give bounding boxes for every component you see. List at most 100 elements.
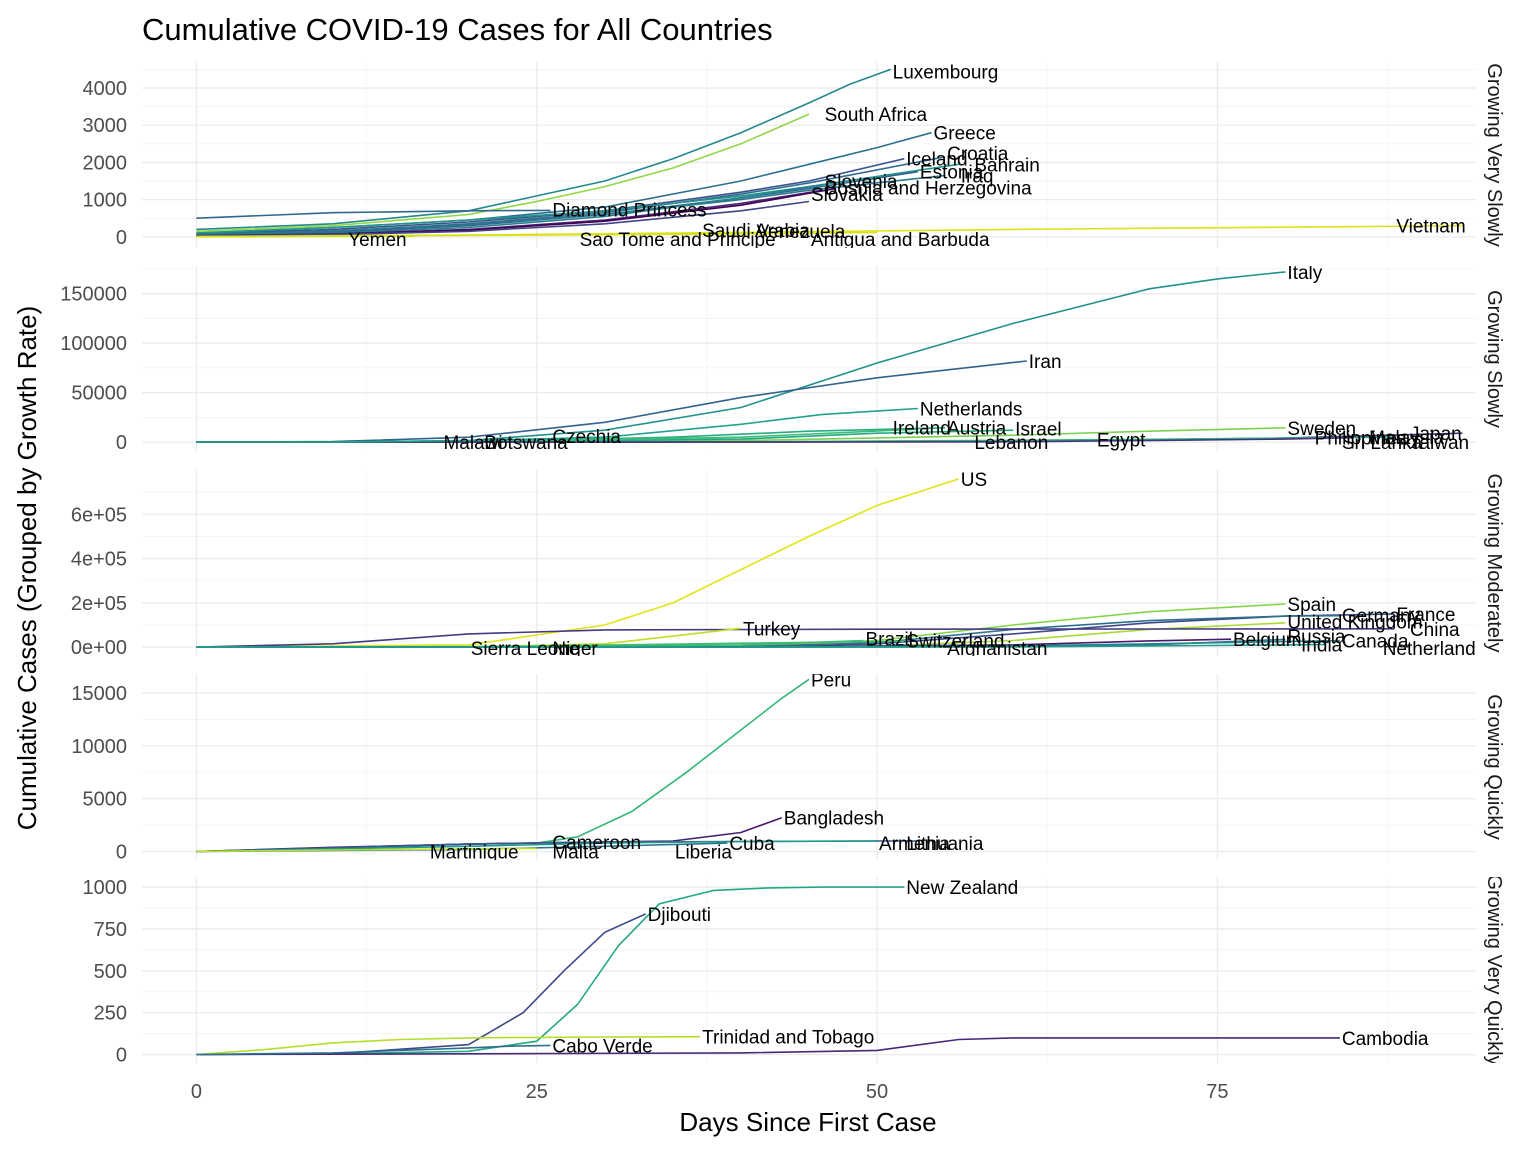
country-label: Italy <box>1287 263 1322 284</box>
country-label: Antigua and Barbuda <box>811 230 990 251</box>
chart-title: Cumulative COVID-19 Cases for All Countr… <box>142 12 773 47</box>
series-line <box>196 840 878 853</box>
country-label: Sweden <box>1287 419 1356 440</box>
country-label: Cuba <box>729 834 775 855</box>
facet-panel-5: 0 250 500 750 1000 New Zealand Djibouti Cambodi… <box>83 874 1505 1067</box>
y-tick-label: 3000 <box>83 115 128 137</box>
series-group <box>196 271 1463 443</box>
facet-panels: 0 1000 2000 3000 4000 Luxembourg South Africa G… <box>60 62 1505 1067</box>
country-label: Trinidad and Tobago <box>702 1028 874 1049</box>
country-label: New Zealand <box>906 878 1018 899</box>
facet-panel-3: 0e+00 2e+05 4e+05 6e+05 US Spain GermanyFrance… <box>71 470 1505 660</box>
series-group <box>196 678 918 853</box>
y-tick-label: 1000 <box>83 877 128 899</box>
country-label: Sri Lanka <box>1342 433 1423 454</box>
country-label: Spain <box>1287 595 1336 616</box>
y-tick-label: 4e+05 <box>71 549 127 571</box>
label-group: Luxembourg South Africa Greece IcelandCroat… <box>348 62 1466 251</box>
x-axis: 0 25 50 75 <box>191 1081 1229 1103</box>
country-label: US <box>961 470 987 491</box>
country-label: Ireland <box>893 418 951 439</box>
country-label: Iceland <box>906 150 967 171</box>
series-line <box>196 478 959 648</box>
y-tick-label: 10000 <box>71 736 127 758</box>
y-tick-label: 0e+00 <box>71 637 127 659</box>
facet-strip-label: Growing Very Slowly <box>1483 63 1505 246</box>
country-label: Germany <box>1342 606 1421 627</box>
y-tick-label: 150000 <box>60 284 127 306</box>
country-label: Liberia <box>675 843 732 864</box>
country-label: Cameroon <box>552 833 641 854</box>
country-label: Djibouti <box>648 905 711 926</box>
country-label: Venezuela <box>757 222 846 243</box>
series-line <box>196 1035 701 1056</box>
series-line <box>196 209 551 219</box>
y-axis-title: Cumulative Cases (Grouped by Growth Rate… <box>12 306 42 831</box>
country-label: Luxembourg <box>893 62 999 83</box>
series-group <box>196 68 1463 238</box>
country-label: Cambodia <box>1342 1029 1429 1050</box>
country-label: Netherlands <box>920 399 1022 420</box>
series-line <box>196 886 905 1056</box>
series-line <box>196 436 605 443</box>
y-tick-label: 2e+05 <box>71 593 127 615</box>
country-label: Peru <box>811 670 851 691</box>
country-label: Bangladesh <box>784 809 884 830</box>
series-line <box>196 1044 551 1056</box>
y-tick-label: 15000 <box>71 683 127 705</box>
country-label: Czechia <box>552 427 621 448</box>
country-label: Philippines <box>1315 429 1407 450</box>
country-label: Sierra Leone <box>471 639 580 660</box>
y-tick-label: 100000 <box>60 333 127 355</box>
country-label: Brazil <box>865 629 913 650</box>
country-label: Lebanon <box>974 433 1048 454</box>
country-label: Bahrain <box>974 155 1040 176</box>
series-line <box>196 68 891 231</box>
y-tick-label: 4000 <box>83 78 128 100</box>
facet-panel-1: 0 1000 2000 3000 4000 Luxembourg South Africa G… <box>83 62 1505 251</box>
series-line <box>196 271 1286 443</box>
y-tick-label: 6e+05 <box>71 504 127 526</box>
country-label: Switzerland <box>906 632 1004 653</box>
y-tick-label: 0 <box>116 227 127 249</box>
country-label: Netherlands <box>1383 639 1485 660</box>
country-label: France <box>1396 605 1455 626</box>
country-label: Vietnam <box>1396 217 1465 238</box>
y-tick-label: 0 <box>116 1045 127 1067</box>
country-label: India <box>1301 635 1343 656</box>
series-line <box>196 643 1327 648</box>
y-tick-label: 750 <box>94 919 127 941</box>
x-tick-label: 25 <box>526 1081 548 1103</box>
series-line <box>196 678 810 853</box>
series-group <box>196 886 1340 1056</box>
country-label: Turkey <box>743 619 801 640</box>
facet-strip-label: Growing Very Quickly <box>1483 874 1505 1065</box>
x-tick-label: 75 <box>1206 1081 1228 1103</box>
y-tick-label: 1000 <box>83 190 128 212</box>
facet-strip-label: Growing Moderately <box>1483 474 1505 653</box>
country-label: Belgium <box>1233 630 1302 651</box>
country-label: United Kingdom <box>1287 613 1422 634</box>
country-label: Cabo Verde <box>552 1036 652 1057</box>
series-group <box>196 478 1395 648</box>
series-line <box>196 231 878 238</box>
country-label: Slovakia <box>811 185 883 206</box>
y-tick-label: 500 <box>94 961 127 983</box>
country-label: Russia <box>1287 627 1346 648</box>
x-tick-label: 50 <box>866 1081 888 1103</box>
country-label: Israel <box>1015 419 1061 440</box>
series-line <box>196 1037 1340 1056</box>
country-label: Lithuania <box>906 834 984 855</box>
country-label: Austria <box>947 418 1007 439</box>
country-label: Malta <box>552 843 599 864</box>
country-label: Sao Tome and Principe <box>580 230 776 251</box>
y-tick-label: 0 <box>116 842 127 864</box>
country-label: Slovenia <box>825 172 898 193</box>
country-label: Estonia <box>920 163 984 184</box>
series-line <box>196 200 810 237</box>
country-label: Yemen <box>348 230 406 251</box>
country-label: Greece <box>934 124 996 145</box>
country-label: China <box>1410 620 1460 641</box>
country-label: Croatia <box>947 144 1009 165</box>
